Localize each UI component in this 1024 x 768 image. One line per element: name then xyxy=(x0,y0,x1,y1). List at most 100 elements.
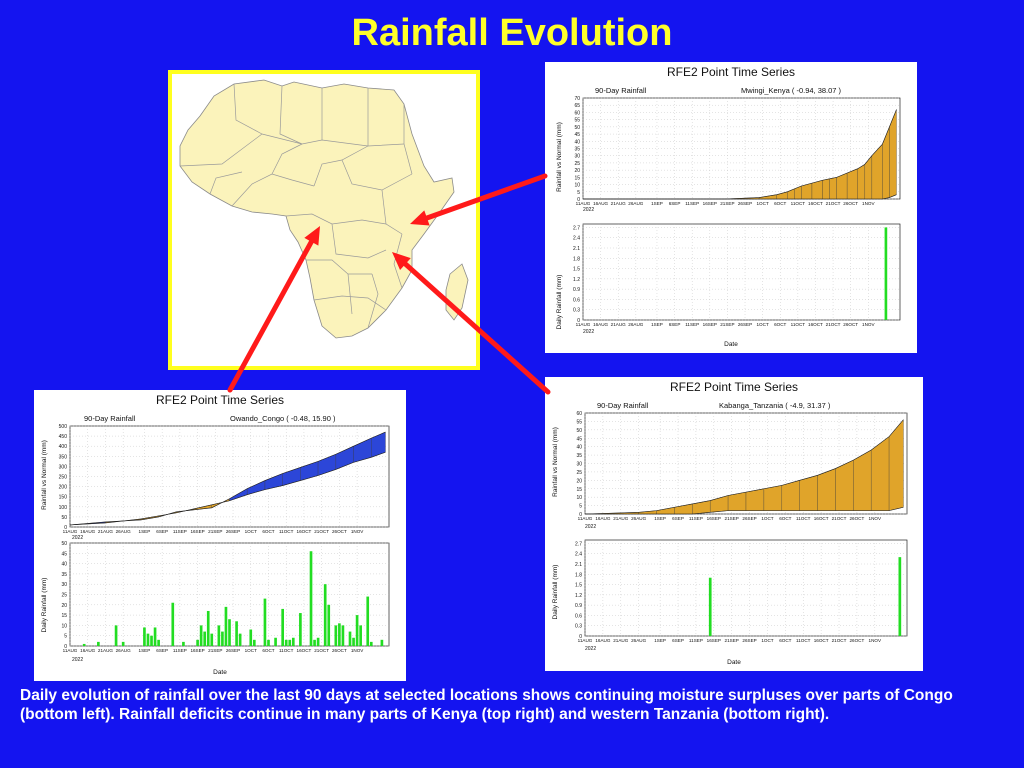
daily-rainfall-bar xyxy=(708,577,712,636)
top-x-tick-label: 16AUG xyxy=(80,529,95,534)
chart-title: RFE2 Point Time Series xyxy=(670,380,798,394)
bottom-x-tick-label: 16OCT xyxy=(297,648,312,653)
daily-rainfall-bar xyxy=(898,557,902,636)
bottom-x-tick-label: 26AUG xyxy=(628,322,643,327)
bottom-x-tick-label: 11SEP xyxy=(173,648,187,653)
daily-rainfall-bar xyxy=(341,625,345,646)
chart-subtitle-left: 90-Day Rainfall xyxy=(84,414,136,423)
bottom-y-tick-label: 45 xyxy=(61,551,67,557)
bottom-y-tick-label: 1.5 xyxy=(573,267,580,273)
top-x-tick-label: 1OCT xyxy=(757,201,769,206)
slide-caption: Daily evolution of rainfall over the las… xyxy=(20,687,953,723)
x-year-bottom: 2022 xyxy=(72,657,83,663)
bottom-x-tick-label: 1SEP xyxy=(654,638,666,643)
top-y-tick-label: 35 xyxy=(574,147,580,153)
xlabel: Date xyxy=(727,659,741,666)
bottom-x-tick-label: 21AUG xyxy=(98,648,113,653)
bottom-y-tick-label: 0 xyxy=(579,634,582,640)
top-x-tick-label: 11AUG xyxy=(63,529,78,534)
bottom-x-tick-label: 6OCT xyxy=(774,322,786,327)
top-y-tick-label: 20 xyxy=(574,168,580,174)
top-x-tick-label: 21AUG xyxy=(611,201,626,206)
top-x-tick-label: 1SEP xyxy=(651,201,663,206)
top-y-tick-label: 0 xyxy=(64,525,67,531)
bottom-x-tick-label: 11SEP xyxy=(689,638,703,643)
daily-rainfall-bar xyxy=(274,637,277,646)
daily-rainfall-bar xyxy=(182,641,185,646)
bottom-x-tick-label: 26SEP xyxy=(226,648,240,653)
bottom-y-tick-label: 2.4 xyxy=(573,236,580,242)
top-x-tick-label: 6OCT xyxy=(779,516,791,521)
bottom-y-tick-label: 15 xyxy=(61,613,67,619)
daily-rainfall-bar xyxy=(338,623,341,646)
top-y-tick-label: 40 xyxy=(574,139,580,145)
top-x-tick-label: 16OCT xyxy=(814,516,829,521)
top-x-tick-label: 11AUG xyxy=(578,516,593,521)
daily-rainfall-bar xyxy=(150,635,153,646)
chart-subtitle-right: Kabanga_Tanzania ( -4.9, 31.37 ) xyxy=(719,401,831,410)
actual-rainfall-line xyxy=(69,431,386,526)
actual-rainfall-line xyxy=(583,194,897,200)
bottom-y-tick-label: 2.7 xyxy=(575,541,582,547)
daily-rainfall-bar xyxy=(143,627,146,646)
bottom-y-tick-label: 1.2 xyxy=(573,277,580,283)
bottom-x-tick-label: 6SEP xyxy=(672,638,684,643)
x-year-bottom: 2022 xyxy=(585,646,596,652)
x-year-bottom: 2022 xyxy=(583,329,594,335)
daily-rainfall-bar xyxy=(263,598,267,646)
bottom-x-tick-label: 21OCT xyxy=(314,648,329,653)
daily-rainfall-bar xyxy=(359,625,362,646)
daily-rainfall-bar xyxy=(217,625,221,646)
daily-rainfall-bar xyxy=(267,639,270,646)
bottom-x-tick-label: 6OCT xyxy=(779,638,791,643)
daily-rainfall-bar xyxy=(281,608,284,646)
bottom-x-tick-label: 16AUG xyxy=(80,648,95,653)
daily-rainfall-bar xyxy=(199,625,203,646)
bottom-x-tick-label: 16AUG xyxy=(593,322,608,327)
bottom-x-tick-label: 26SEP xyxy=(738,322,752,327)
bottom-x-tick-label: 11AUG xyxy=(63,648,78,653)
bottom-y-tick-label: 0 xyxy=(64,644,67,650)
x-year-top: 2022 xyxy=(72,535,83,541)
daily-rainfall-bar xyxy=(252,639,256,646)
top-y-tick-label: 55 xyxy=(576,419,582,425)
bottom-x-tick-label: 26SEP xyxy=(742,638,756,643)
top-y-tick-label: 25 xyxy=(576,470,582,476)
top-x-tick-label: 16SEP xyxy=(707,516,721,521)
top-x-tick-label: 21OCT xyxy=(314,529,329,534)
top-y-tick-label: 70 xyxy=(574,96,580,102)
top-x-tick-label: 26SEP xyxy=(742,516,756,521)
top-y-tick-label: 30 xyxy=(576,462,582,468)
top-y-tick-label: 10 xyxy=(574,183,580,189)
daily-rainfall-bar xyxy=(82,643,86,646)
top-x-tick-label: 26SEP xyxy=(738,201,752,206)
bottom-y-tick-label: 0.9 xyxy=(573,287,580,293)
top-y-tick-label: 15 xyxy=(576,487,582,493)
daily-rainfall-bar xyxy=(171,602,175,646)
top-x-tick-label: 16AUG xyxy=(595,516,610,521)
daily-rainfall-bar xyxy=(224,606,228,646)
daily-rainfall-bar xyxy=(299,613,302,646)
top-x-tick-label: 11SEP xyxy=(173,529,187,534)
top-x-tick-label: 1NOV xyxy=(351,529,364,534)
top-y-tick-label: 500 xyxy=(59,424,68,430)
bottom-x-tick-label: 21OCT xyxy=(832,638,847,643)
bottom-y-tick-label: 25 xyxy=(61,593,67,599)
normal-rainfall-line xyxy=(583,109,897,200)
bottom-x-tick-label: 26AUG xyxy=(116,648,131,653)
arrow-to-congo xyxy=(227,226,320,393)
daily-rainfall-bar xyxy=(348,631,352,646)
daily-rainfall-bar xyxy=(323,584,327,646)
top-x-tick-label: 11OCT xyxy=(796,516,811,521)
chart-subtitle-left: 90-Day Rainfall xyxy=(597,401,649,410)
bottom-ylabel: Daily Rainfall (mm) xyxy=(41,578,48,633)
top-y-tick-label: 65 xyxy=(574,103,580,109)
daily-rainfall-bar xyxy=(309,551,313,646)
top-y-tick-label: 20 xyxy=(576,478,582,484)
top-ylabel: Rainfall vs Normal (mm) xyxy=(556,122,563,192)
bottom-x-tick-label: 11AUG xyxy=(578,638,593,643)
top-y-tick-label: 35 xyxy=(576,453,582,459)
bottom-y-tick-label: 2.1 xyxy=(573,246,580,252)
